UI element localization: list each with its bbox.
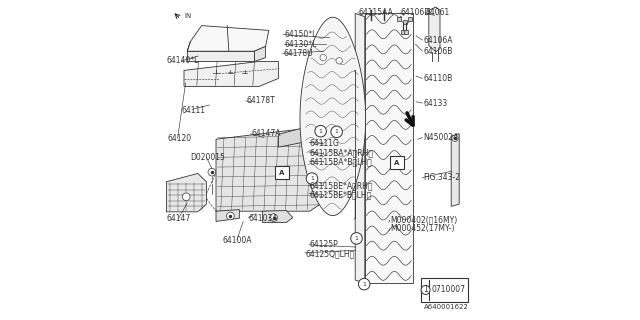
Circle shape [351, 233, 362, 244]
Text: 64100A: 64100A [223, 236, 252, 245]
Circle shape [358, 278, 370, 290]
Text: A640001622: A640001622 [424, 304, 469, 309]
Polygon shape [278, 128, 323, 147]
Text: 1: 1 [355, 236, 358, 241]
Circle shape [227, 212, 234, 220]
Text: 64103A: 64103A [249, 214, 278, 223]
Polygon shape [216, 210, 239, 221]
Text: 1: 1 [319, 129, 323, 134]
Text: 64111: 64111 [182, 106, 206, 115]
Polygon shape [300, 17, 365, 216]
Text: 64106D: 64106D [401, 8, 431, 17]
Circle shape [270, 214, 278, 221]
Text: 0710007: 0710007 [432, 285, 466, 294]
Polygon shape [216, 128, 323, 211]
Text: 64115BE*B〈LH〉: 64115BE*B〈LH〉 [310, 191, 372, 200]
Text: D020015: D020015 [191, 153, 225, 162]
Polygon shape [184, 61, 278, 86]
Circle shape [331, 126, 342, 138]
Circle shape [336, 58, 342, 64]
Polygon shape [429, 7, 440, 52]
Text: 64110B: 64110B [423, 74, 452, 83]
Text: 64178U: 64178U [283, 49, 313, 58]
Text: N450024: N450024 [423, 133, 458, 142]
Text: 64106A: 64106A [423, 36, 452, 44]
Circle shape [320, 54, 326, 61]
Polygon shape [365, 13, 413, 283]
FancyBboxPatch shape [275, 166, 289, 179]
Text: 64061: 64061 [426, 8, 450, 17]
Polygon shape [187, 51, 254, 61]
FancyBboxPatch shape [421, 278, 468, 302]
Text: M000452(17MY-): M000452(17MY-) [390, 224, 455, 233]
Text: 64115BA*B〈LH〉: 64115BA*B〈LH〉 [310, 157, 372, 166]
Text: 1: 1 [310, 176, 314, 181]
Text: 64115AA: 64115AA [358, 8, 393, 17]
Text: 64150*L: 64150*L [284, 30, 317, 39]
Text: 64125Q〈LH〉: 64125Q〈LH〉 [306, 249, 355, 258]
Text: 64147: 64147 [166, 214, 191, 223]
Text: IN: IN [184, 13, 191, 19]
Text: 64125P: 64125P [310, 240, 339, 249]
Polygon shape [451, 134, 460, 206]
Text: 64178T: 64178T [246, 96, 275, 105]
FancyBboxPatch shape [390, 156, 404, 169]
Text: 64130*L: 64130*L [284, 40, 317, 49]
Text: FIG.343-2: FIG.343-2 [423, 173, 460, 182]
Circle shape [421, 285, 430, 294]
Polygon shape [187, 26, 269, 51]
Text: 64120: 64120 [167, 134, 191, 143]
Text: 64147A: 64147A [251, 129, 281, 138]
Circle shape [208, 168, 216, 176]
Polygon shape [355, 13, 365, 283]
Text: 1: 1 [423, 285, 428, 294]
Polygon shape [262, 211, 292, 222]
Text: 64115BE*A〈RH〉: 64115BE*A〈RH〉 [310, 182, 373, 191]
Text: 1: 1 [362, 282, 366, 287]
Polygon shape [254, 46, 266, 61]
Text: 64115BA*A〈RH〉: 64115BA*A〈RH〉 [310, 148, 374, 157]
Text: 1: 1 [335, 129, 339, 134]
Text: 64140*L: 64140*L [166, 56, 199, 65]
Circle shape [182, 193, 190, 201]
Circle shape [452, 135, 458, 141]
Circle shape [307, 173, 317, 184]
Polygon shape [166, 173, 206, 212]
Text: A: A [394, 160, 399, 165]
Circle shape [315, 125, 326, 137]
Text: M000402(〈16MY): M000402(〈16MY) [390, 216, 458, 225]
Text: A: A [279, 170, 284, 176]
Text: 64133: 64133 [423, 99, 447, 108]
Text: 64111G: 64111G [310, 139, 340, 148]
Text: 64106B: 64106B [423, 47, 452, 56]
